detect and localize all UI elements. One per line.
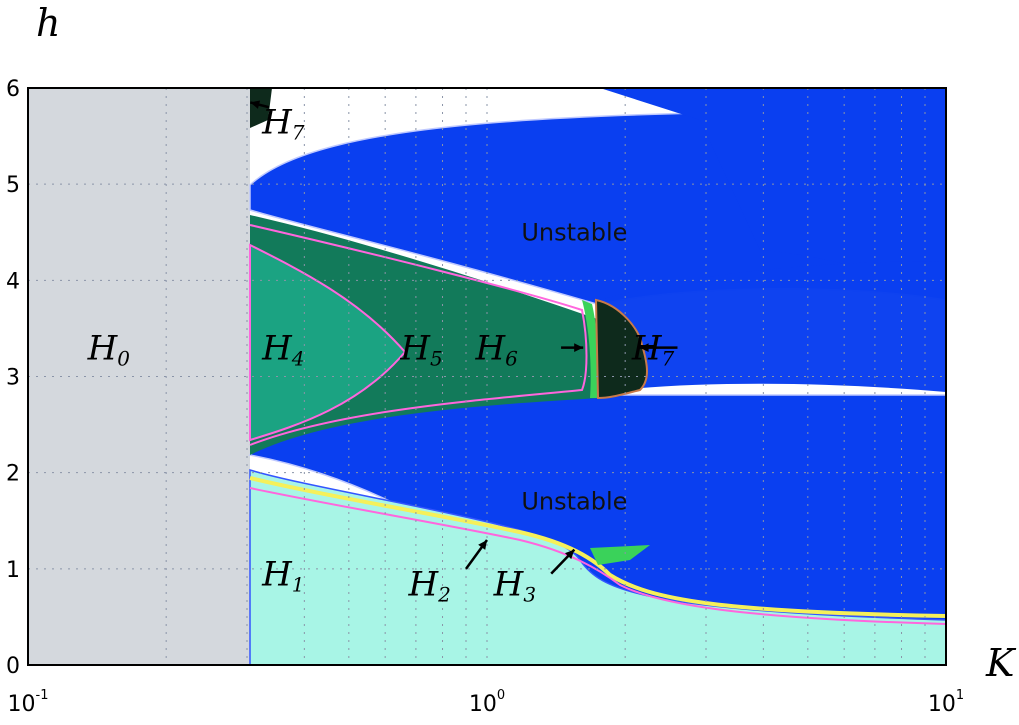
y-tick-label: 2 bbox=[6, 462, 20, 487]
x-axis-ticks: 10-1 100 101 bbox=[8, 688, 965, 717]
region-h6 bbox=[582, 300, 599, 398]
arrows bbox=[249, 100, 678, 575]
grid-lines bbox=[28, 88, 946, 665]
x-axis-title: K bbox=[985, 641, 1017, 685]
region-h7-middle bbox=[594, 298, 648, 400]
y-tick-label: 1 bbox=[6, 558, 20, 583]
annotations: Unstable Unstable bbox=[521, 218, 627, 515]
region-label-h2: H2 bbox=[407, 564, 450, 606]
unstable-label: Unstable bbox=[521, 488, 627, 516]
region-label-h3: H3 bbox=[493, 564, 536, 606]
region-h7-top bbox=[250, 88, 272, 128]
y-axis-ticks: 0 1 2 3 4 5 6 bbox=[6, 77, 20, 679]
x-tick-label: 10-1 bbox=[8, 688, 49, 717]
region-label-h1: H1 bbox=[261, 555, 304, 597]
arrow-head bbox=[574, 343, 584, 352]
region-label-h6: H6 bbox=[475, 329, 519, 371]
unstable-region-upper-right bbox=[600, 88, 946, 300]
arrow-head bbox=[478, 539, 487, 550]
region-label-h0: H0 bbox=[87, 329, 131, 371]
boundary-h5 bbox=[249, 224, 588, 446]
region-h4 bbox=[249, 243, 407, 442]
y-tick-label: 3 bbox=[6, 366, 20, 391]
x-tick-label: 100 bbox=[469, 688, 505, 717]
region-h2 bbox=[249, 476, 946, 618]
region-labels: H0H1H2H3H4H5H6H7H7 bbox=[87, 103, 675, 607]
arrow-head bbox=[564, 549, 575, 560]
y-tick-label: 5 bbox=[6, 173, 20, 198]
y-tick-label: 0 bbox=[6, 654, 20, 679]
y-tick-label: 4 bbox=[6, 269, 20, 294]
region-label-h4: H4 bbox=[261, 329, 304, 371]
y-axis-title: h bbox=[36, 1, 60, 45]
y-tick-label: 6 bbox=[6, 77, 20, 102]
unstable-label: Unstable bbox=[521, 218, 627, 246]
unstable-region-middle-right bbox=[600, 261, 946, 392]
region-label-h5: H5 bbox=[399, 329, 442, 371]
region-label-h7: H7 bbox=[261, 103, 305, 145]
region-h3 bbox=[590, 545, 650, 565]
arrow-head bbox=[250, 100, 261, 109]
boundary-h1 bbox=[249, 487, 946, 625]
arrow-head bbox=[639, 343, 649, 352]
x-tick-label: 101 bbox=[928, 688, 964, 717]
plot-frame bbox=[27, 87, 947, 666]
